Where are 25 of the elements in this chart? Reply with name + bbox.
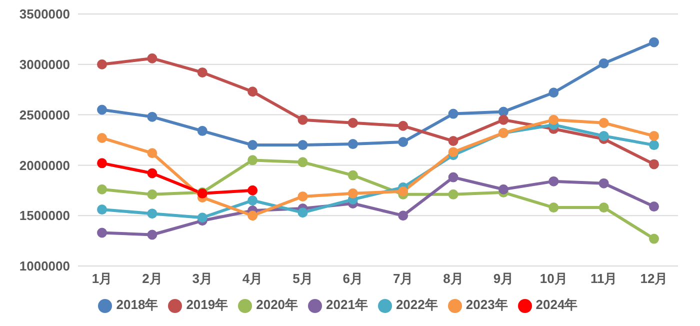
y-tick-label: 2500000 — [19, 107, 70, 122]
y-tick-label: 3500000 — [19, 6, 70, 22]
legend-label: 2020年 — [256, 297, 298, 312]
legend-label: 2023年 — [466, 297, 508, 312]
x-tick-label: 1月 — [92, 271, 112, 286]
x-tick-label: 8月 — [443, 271, 464, 286]
x-tick-label: 12月 — [640, 271, 668, 286]
x-tick-label: 10月 — [540, 271, 568, 286]
x-tick-label: 6月 — [342, 271, 364, 286]
x-tick-label: 2月 — [142, 271, 162, 286]
legend-label: 2024年 — [536, 297, 578, 312]
x-tick-label: 7月 — [392, 271, 414, 286]
legend-label: 2021年 — [326, 297, 368, 312]
y-tick-label: 3000000 — [19, 57, 70, 72]
x-tick-label: 4月 — [242, 271, 263, 286]
legend-label: 2018年 — [116, 297, 158, 312]
x-tick-label: 3月 — [192, 271, 212, 286]
legend-label: 2022年 — [396, 297, 438, 312]
y-tick-label: 2000000 — [19, 158, 70, 173]
y-tick-label: 1500000 — [19, 208, 70, 224]
y-tick-label: 1000000 — [19, 258, 70, 274]
x-tick-label: 5月 — [292, 271, 313, 286]
legend-label: 2019年 — [186, 297, 228, 312]
x-tick-label: 9月 — [493, 271, 514, 286]
x-tick-label: 11月 — [590, 271, 618, 286]
